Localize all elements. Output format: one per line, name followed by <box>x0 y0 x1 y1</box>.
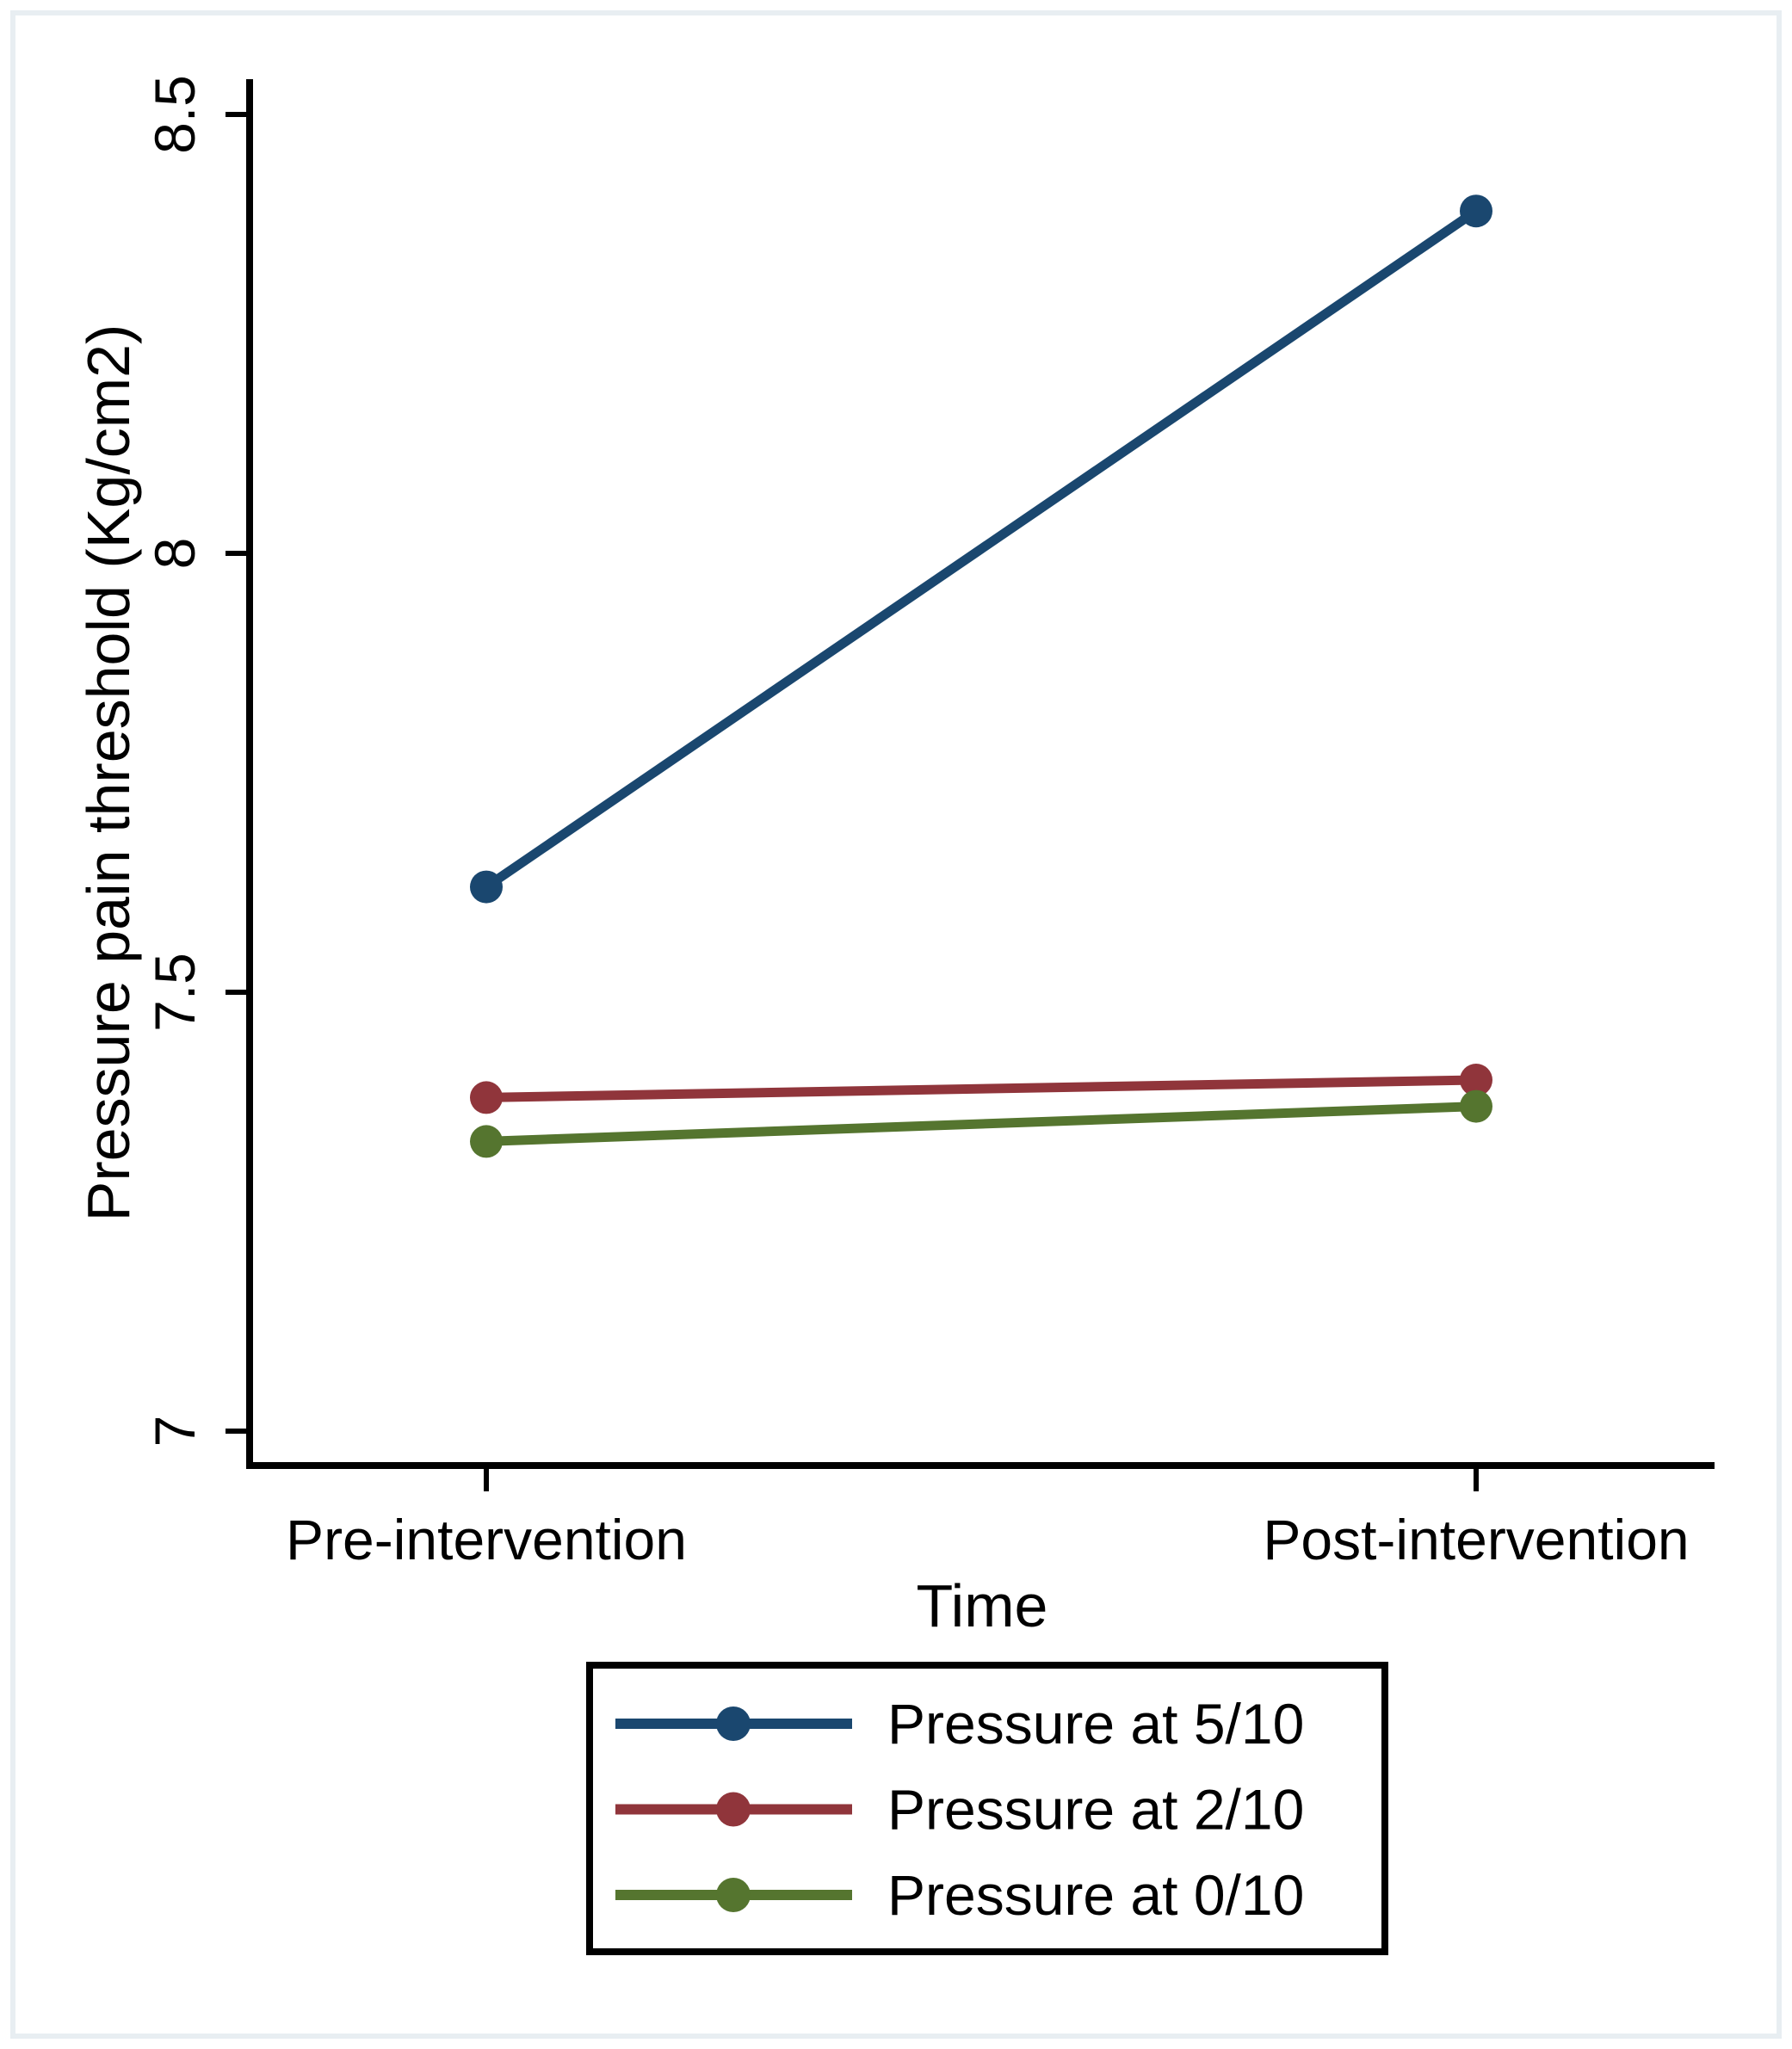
x-axis-title: Time <box>917 1572 1048 1639</box>
series-line <box>485 1102 1477 1146</box>
x-tick-label: Post-intervention <box>1263 1508 1689 1571</box>
figure-border <box>10 10 1782 2039</box>
y-tick-label: 7.5 <box>143 953 207 1032</box>
y-tick-label: 8.5 <box>143 75 207 154</box>
data-point <box>470 1081 503 1114</box>
legend-label: Pressure at 0/10 <box>887 1863 1304 1927</box>
series-line <box>485 1075 1477 1102</box>
y-tick-label: 7 <box>143 1416 207 1447</box>
y-tick-label: 8 <box>143 538 207 570</box>
legend-marker-dot <box>716 1706 751 1741</box>
series-line <box>483 207 1480 892</box>
data-point <box>1460 194 1492 228</box>
x-tick-label: Pre-intervention <box>286 1508 687 1571</box>
data-point <box>1460 1089 1492 1123</box>
data-point <box>470 1125 503 1158</box>
legend-label: Pressure at 2/10 <box>887 1778 1304 1842</box>
data-point <box>1460 1064 1492 1096</box>
legend-label: Pressure at 5/10 <box>887 1692 1304 1756</box>
legend-marker-dot <box>716 1792 751 1827</box>
y-axis-title: Pressure pain threshold (Kg/cm2) <box>75 324 142 1222</box>
legend-marker-dot <box>716 1878 751 1912</box>
data-point <box>470 870 503 904</box>
